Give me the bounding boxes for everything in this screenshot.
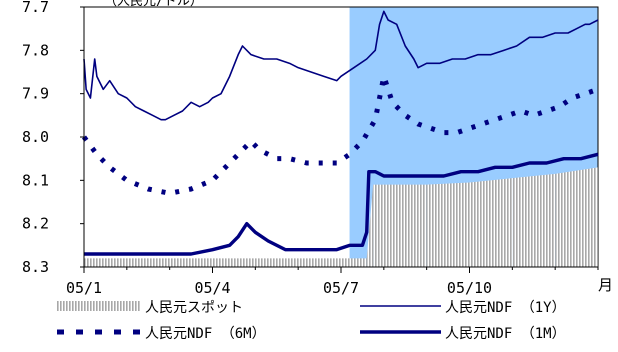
legend-label: 人民元NDF （1Y） (445, 300, 566, 316)
legend-swatch-spot (57, 301, 141, 311)
x-tick-label: 05/10 (447, 279, 492, 297)
x-tick-label: 05/1 (66, 279, 102, 297)
y-tick-label: 8.2 (22, 215, 49, 233)
y-tick-label: 8.3 (22, 258, 49, 276)
legend-label: 人民元スポット (145, 300, 243, 316)
y-tick-label: 7.8 (22, 41, 49, 59)
y-tick-label: 7.7 (22, 0, 49, 16)
legend-label: 人民元NDF （6M） (145, 326, 266, 342)
x-axis: 05/1 05/4 05/7 05/10 (66, 266, 599, 297)
spot-segment (373, 184, 427, 267)
spot-segment (84, 258, 367, 267)
spot-segment (469, 178, 513, 267)
x-axis-label: 月 (598, 276, 613, 294)
spot-segment (426, 182, 470, 267)
y-tick-label: 7.9 (22, 85, 49, 103)
y-axis: 7.7 7.8 7.9 8.0 8.1 8.2 8.3 (22, 0, 85, 276)
spot-segment (366, 184, 374, 267)
spot-segment (555, 167, 598, 267)
spot-segment (512, 173, 556, 267)
y-axis-label: （人民元/ドル） (104, 0, 203, 9)
y-tick-label: 8.1 (22, 171, 49, 189)
y-tick-label: 8.0 (22, 128, 49, 146)
x-tick-label: 05/4 (194, 279, 230, 297)
x-tick-label: 05/7 (323, 279, 359, 297)
legend: 人民元スポット 人民元NDF （1Y） 人民元NDF （6M） 人民元NDF （1M） (57, 300, 566, 342)
legend-label: 人民元NDF （1M） (445, 326, 566, 342)
series-ndf-1y (83, 10, 599, 121)
series-spot (84, 167, 598, 267)
plot-area (81, 6, 599, 268)
series-ndf-1m (84, 152, 599, 256)
